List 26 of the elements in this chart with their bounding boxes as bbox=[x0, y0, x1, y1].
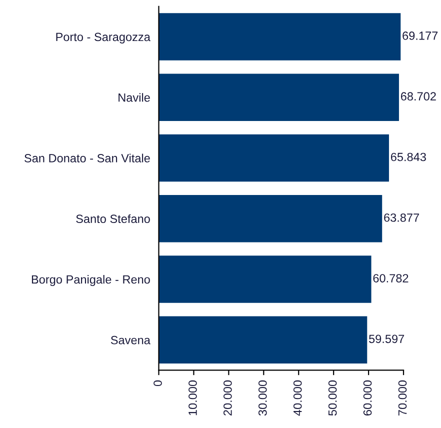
bar bbox=[158, 256, 372, 303]
bar bbox=[158, 13, 401, 60]
data-label: 60.782 bbox=[373, 274, 408, 282]
x-tick-label: 60.000 bbox=[363, 380, 372, 416]
x-tick-label: 30.000 bbox=[258, 380, 267, 416]
data-label: 59.597 bbox=[369, 334, 404, 344]
y-tick-label: Navile bbox=[118, 93, 150, 102]
data-label: 68.702 bbox=[400, 92, 436, 101]
bar bbox=[158, 316, 368, 364]
x-tick-label: 40.000 bbox=[293, 380, 302, 416]
y-tick-label: Savena bbox=[110, 336, 150, 344]
x-tick-label: 0 bbox=[154, 380, 162, 386]
data-label: 69.177 bbox=[402, 32, 438, 40]
y-tick-label: Porto - Saragozza bbox=[56, 32, 150, 44]
bar bbox=[158, 74, 399, 122]
y-tick-label: San Donato - San Vitale bbox=[24, 154, 150, 162]
x-tick-label: 50.000 bbox=[328, 380, 337, 416]
x-tick-label: 20.000 bbox=[224, 380, 232, 416]
x-tick-label: 70.000 bbox=[398, 380, 407, 416]
bar bbox=[158, 194, 382, 242]
y-tick-label: Borgo Panigale - Reno bbox=[32, 274, 150, 286]
y-tick-label: Santo Stefano bbox=[76, 214, 150, 224]
bar bbox=[158, 134, 389, 182]
data-label: 65.843 bbox=[390, 152, 426, 162]
x-tick-label: 10.000 bbox=[188, 380, 197, 416]
data-label: 63.877 bbox=[384, 213, 420, 222]
